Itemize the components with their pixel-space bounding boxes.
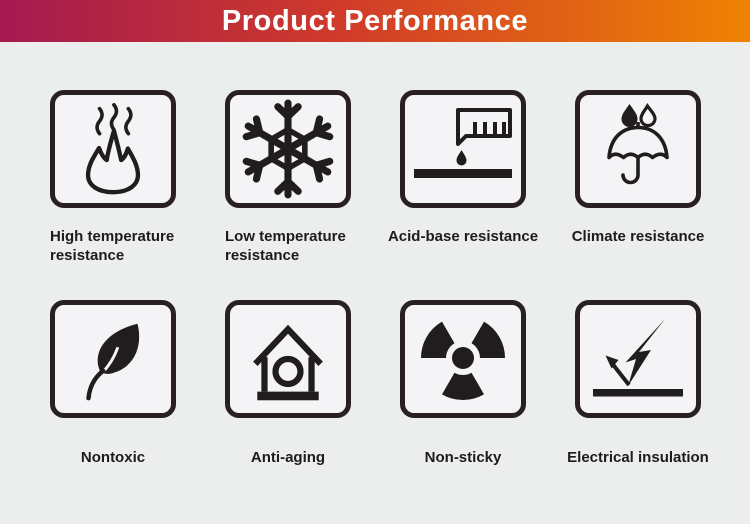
icon-tile <box>400 300 526 418</box>
umbrella-icon <box>607 103 669 185</box>
grid-cell-nontoxic: Nontoxic <box>50 300 176 467</box>
icon-tile <box>575 90 701 208</box>
header-banner: Product Performance <box>0 0 750 42</box>
tile-label: Electrical insulation <box>567 449 709 466</box>
tile-label: Nontoxic <box>80 449 146 466</box>
icon-tile <box>50 300 176 418</box>
tile-label: Acid-base resistance <box>387 228 539 245</box>
performance-grid: High temperature resistance <box>0 90 750 467</box>
page-title: Product Performance <box>221 4 529 37</box>
icon-tile <box>575 300 701 418</box>
grid-cell-electrical-insulation: Electrical insulation <box>567 300 709 467</box>
snowflake-icon <box>242 99 334 199</box>
tile-label: Non-sticky <box>424 449 502 466</box>
flame-icon <box>85 103 141 195</box>
radiation-icon <box>420 321 506 401</box>
grid-cell-acid-base: Acid-base resistance <box>387 90 539 265</box>
grid-cell-non-sticky: Non-sticky <box>400 300 526 467</box>
page-root: Product Performance High temperature res… <box>0 0 750 467</box>
grid-cell-low-temperature: Low temperature resistance <box>225 90 351 265</box>
leaf-icon <box>86 323 140 401</box>
grid-cell-climate: Climate resistance <box>571 90 705 265</box>
grid-cell-anti-aging: Anti-aging <box>225 300 351 467</box>
icon-tile <box>50 90 176 208</box>
tile-label: Low temperature resistance <box>225 228 346 264</box>
grid-cell-high-temperature: High temperature resistance <box>50 90 176 265</box>
icon-tile <box>225 300 351 418</box>
tile-label: Climate resistance <box>571 228 705 245</box>
icon-tile <box>225 90 351 208</box>
acid-drop-icon <box>414 108 512 178</box>
house-icon <box>253 324 323 401</box>
lightning-icon <box>593 319 683 397</box>
icon-tile <box>400 90 526 208</box>
tile-label: Anti-aging <box>250 449 326 466</box>
tile-label: High temperature resistance <box>50 228 175 264</box>
